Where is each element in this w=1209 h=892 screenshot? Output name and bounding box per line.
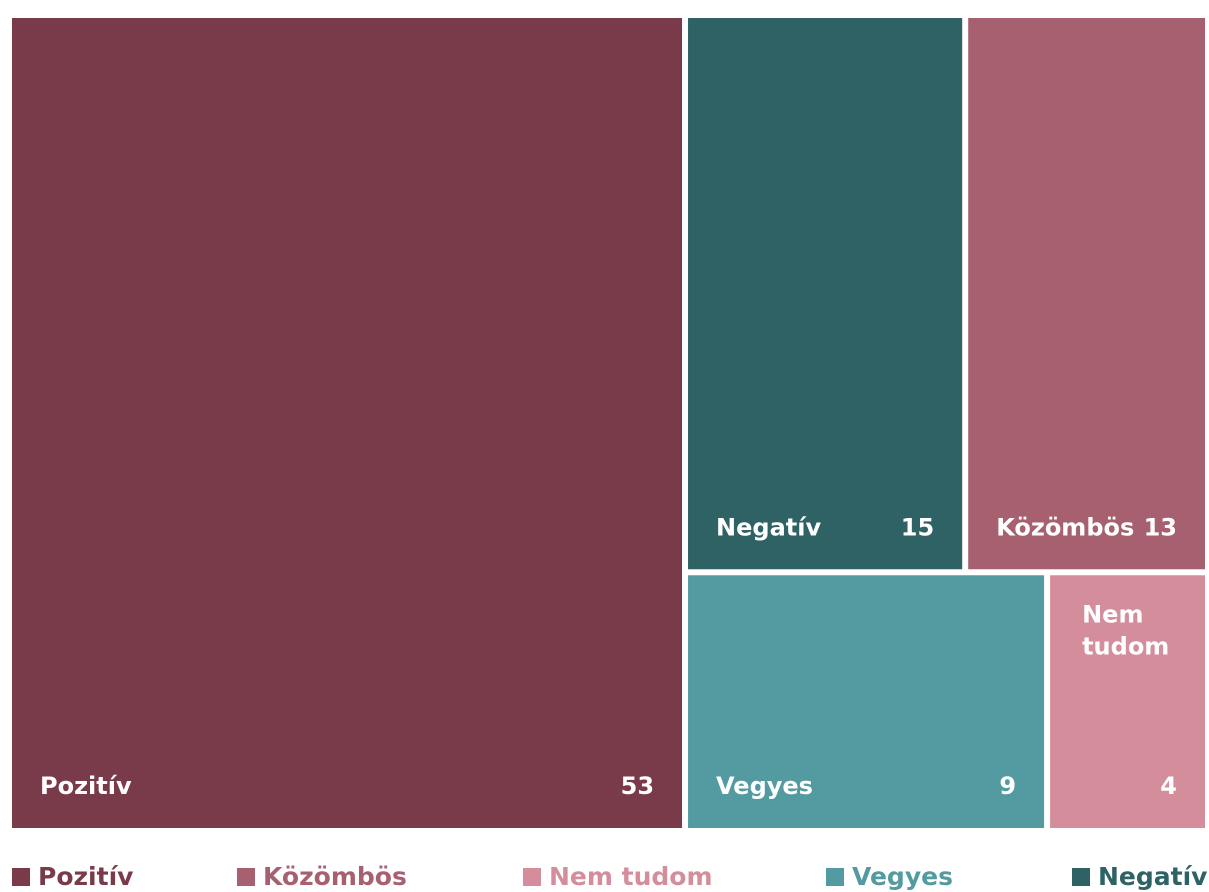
- legend-swatch-negativ: [1072, 867, 1090, 886]
- tile-value-nem-tudom: 4: [1160, 772, 1177, 800]
- legend-label-nem-tudom: Nem tudom: [549, 862, 713, 891]
- legend-item-pozitiv: Pozitív: [12, 862, 133, 891]
- chart-legend: Pozitív Közömbös Nem tudom Vegyes Negatív: [0, 858, 1209, 892]
- tile-rect-kozombos: [968, 18, 1205, 570]
- legend-label-vegyes: Vegyes: [852, 862, 953, 891]
- tile-rect-pozitiv: [12, 18, 683, 828]
- legend-label-kozombos: Közömbös: [263, 862, 407, 891]
- legend-item-nem-tudom: Nem tudom: [523, 862, 713, 891]
- legend-label-negativ: Negatív: [1098, 862, 1208, 891]
- tile-label-kozombos: Közömbös: [996, 513, 1134, 541]
- tile-rect-negativ: [688, 18, 963, 570]
- tile-value-pozitiv: 53: [621, 772, 654, 800]
- tile-label-negativ: Negatív: [716, 513, 821, 541]
- legend-swatch-kozombos: [237, 867, 255, 886]
- tile-pozitiv: Pozitív 53: [12, 18, 683, 828]
- tile-value-kozombos: 13: [1144, 513, 1177, 541]
- tile-negativ: Negatív 15: [688, 18, 963, 570]
- tile-value-negativ: 15: [901, 513, 934, 541]
- legend-swatch-vegyes: [826, 867, 844, 886]
- tile-value-vegyes: 9: [999, 772, 1016, 800]
- tile-nem-tudom: Nem tudom 4: [1050, 575, 1205, 828]
- legend-swatch-pozitiv: [12, 867, 30, 886]
- legend-item-kozombos: Közömbös: [237, 862, 407, 891]
- tile-label-nem-tudom: Nem tudom: [1082, 600, 1169, 660]
- legend-item-vegyes: Vegyes: [826, 862, 953, 891]
- tile-label-vegyes: Vegyes: [716, 772, 813, 800]
- tile-kozombos: Közömbös 13: [968, 18, 1205, 570]
- legend-item-negativ: Negatív: [1072, 862, 1207, 891]
- tile-label-pozitiv: Pozitív: [40, 772, 132, 800]
- tile-rect-vegyes: [688, 575, 1045, 828]
- tile-vegyes: Vegyes 9: [688, 575, 1045, 828]
- treemap-chart: Pozitív 53 Negatív 15 Közömbös 13 Vegyes 9 Nem tu…: [12, 18, 1205, 828]
- legend-label-pozitiv: Pozitív: [38, 862, 134, 891]
- tile-rect-nem-tudom: [1050, 575, 1205, 828]
- legend-swatch-nem-tudom: [523, 867, 541, 886]
